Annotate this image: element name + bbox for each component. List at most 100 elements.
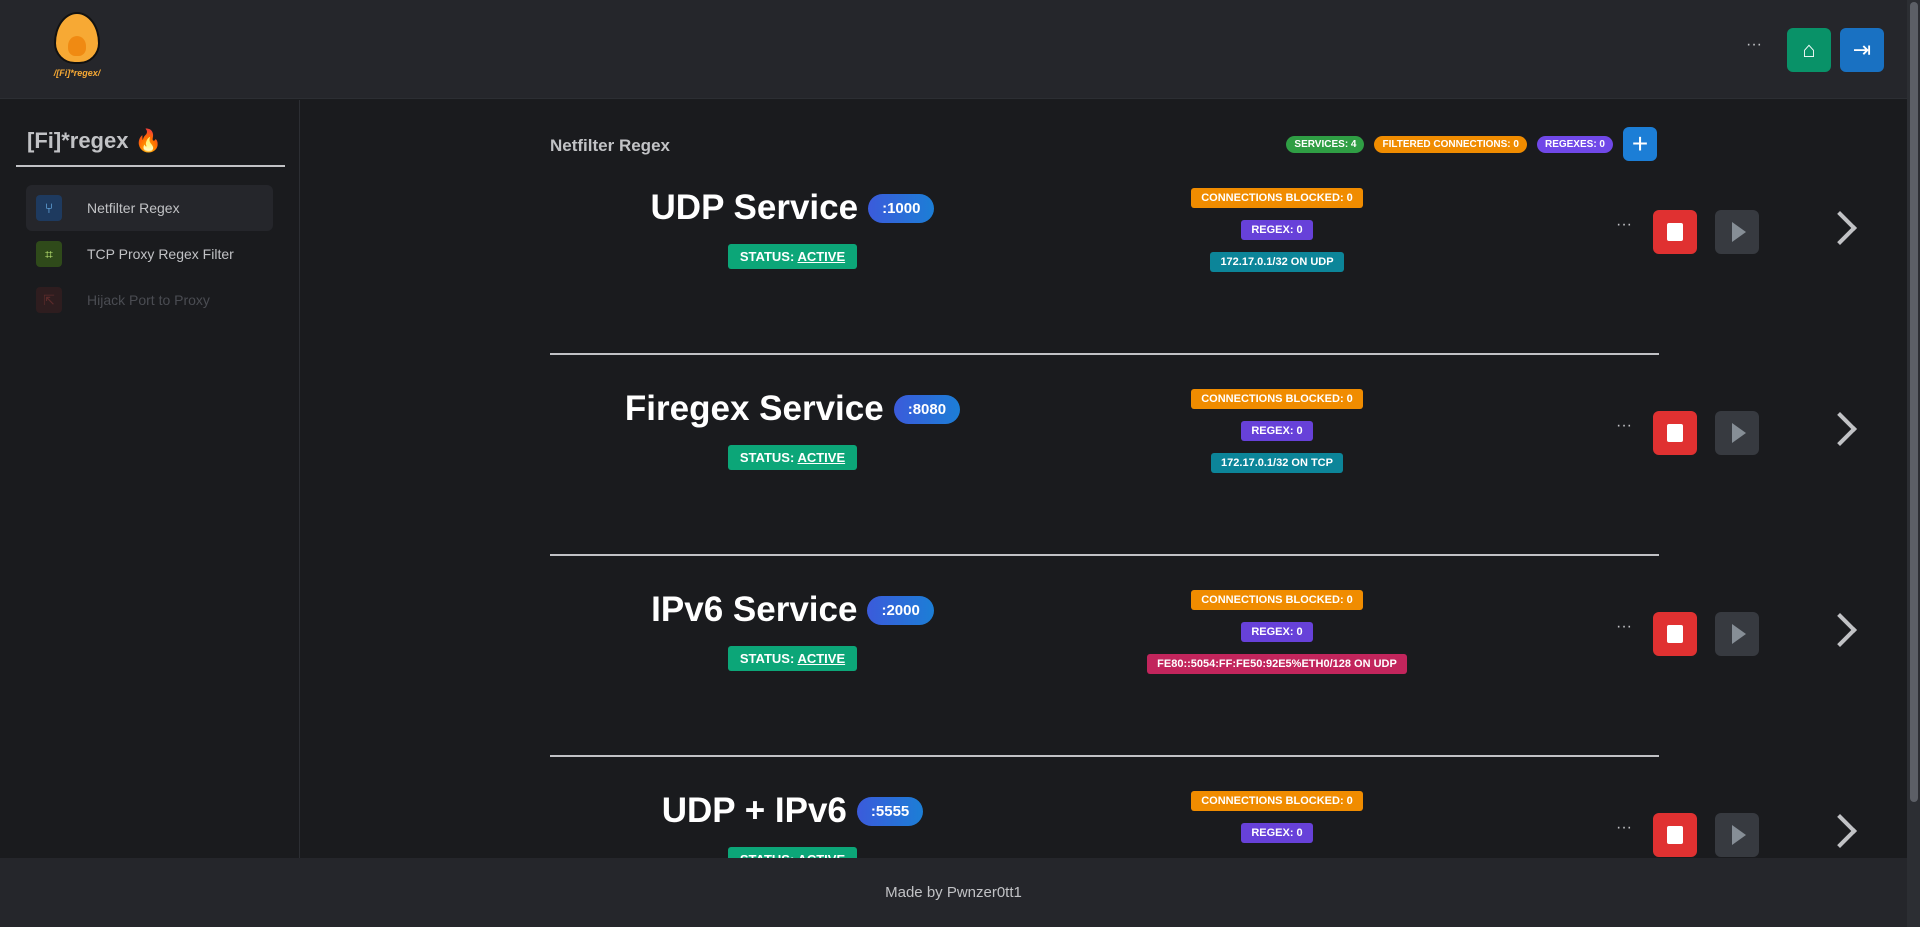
address-badge: 172.17.0.1/32 on UDP — [1210, 252, 1344, 272]
service-name: UDP + IPv6 — [661, 791, 847, 830]
status-label: STATUS: — [739, 450, 795, 465]
sidebar-item-label: TCP Proxy Regex Filter — [87, 246, 234, 262]
service-menu-button[interactable]: ··· — [1616, 618, 1632, 635]
sidebar-item-netfilter-regex[interactable]: ⑂ Netfilter Regex — [26, 185, 273, 231]
chevron-right-icon[interactable] — [1823, 211, 1857, 245]
port-badge: :5555 — [856, 796, 924, 826]
fire-icon: 🔥 — [134, 128, 163, 153]
play-icon — [1732, 825, 1746, 845]
service-name-block: UDP Service :1000 STATUS: ACTIVE — [550, 188, 1035, 269]
status-value: ACTIVE — [797, 852, 845, 858]
sidebar-divider — [16, 165, 285, 167]
chevron-right-icon[interactable] — [1823, 613, 1857, 647]
service-name-block: UDP + IPv6 :5555 STATUS: ACTIVE — [550, 791, 1035, 858]
regex-count-badge: Regex: 0 — [1241, 823, 1313, 843]
service-name-block: Firegex Service :8080 STATUS: ACTIVE — [550, 389, 1035, 470]
chevron-right-icon[interactable] — [1823, 412, 1857, 446]
service-stats: Connections Blocked: 0 Regex: 0 — [1127, 791, 1427, 843]
service-name: Firegex Service — [624, 389, 884, 428]
service-stats: Connections Blocked: 0 Regex: 0 172.17.0… — [1127, 389, 1427, 473]
service-menu-button[interactable]: ··· — [1616, 417, 1632, 434]
start-button[interactable] — [1715, 210, 1759, 254]
logout-icon: ⇥ — [1852, 37, 1872, 62]
service-menu-button[interactable]: ··· — [1616, 216, 1632, 233]
home-icon: ⌂ — [1802, 37, 1816, 62]
start-button[interactable] — [1715, 813, 1759, 857]
service-name: UDP Service — [650, 188, 859, 227]
service-stats: Connections Blocked: 0 Regex: 0 fe80::50… — [1127, 590, 1427, 674]
port-badge: :8080 — [893, 394, 961, 424]
regex-count-badge: Regex: 0 — [1241, 421, 1313, 441]
fork-icon: ⑂ — [36, 195, 62, 221]
row-divider — [550, 353, 1659, 355]
connections-blocked-badge: Connections Blocked: 0 — [1191, 791, 1363, 811]
chevron-right-icon[interactable] — [1823, 814, 1857, 848]
status-badge: STATUS: ACTIVE — [727, 847, 858, 858]
status-badge: STATUS: ACTIVE — [727, 445, 858, 470]
sidebar-title: [Fi]*regex 🔥 — [27, 128, 162, 154]
main-content: Netfilter Regex Services: 4 Filtered Con… — [301, 100, 1907, 858]
sidebar-item-label: Hijack Port to Proxy — [87, 292, 210, 308]
status-label: STATUS: — [740, 852, 794, 858]
port-badge: :1000 — [868, 193, 935, 223]
row-divider — [550, 554, 1659, 556]
home-button[interactable]: ⌂ — [1787, 28, 1831, 72]
stop-button[interactable] — [1653, 210, 1697, 254]
service-menu-button[interactable]: ··· — [1616, 819, 1632, 836]
start-button[interactable] — [1715, 411, 1759, 455]
status-badge: STATUS: ACTIVE — [727, 244, 858, 269]
status-value: ACTIVE — [797, 450, 846, 465]
play-icon — [1732, 222, 1746, 242]
stop-icon — [1667, 826, 1683, 844]
status-value: ACTIVE — [797, 651, 846, 666]
footer-text: Made by Pwnzer0tt1 — [885, 884, 1022, 901]
more-menu-button[interactable]: ··· — [1746, 36, 1762, 53]
service-row[interactable]: UDP Service :1000 STATUS: ACTIVE Connect… — [550, 154, 1857, 355]
sidebar-title-text: [Fi]*regex — [27, 128, 129, 153]
footer: Made by Pwnzer0tt1 — [0, 858, 1907, 927]
status-badge: STATUS: ACTIVE — [727, 646, 858, 671]
status-label: STATUS: — [739, 249, 795, 264]
flame-logo-icon — [54, 12, 100, 64]
top-header: /[Fi]*regex/ ··· ⌂ ⇥ — [0, 0, 1907, 99]
stop-icon — [1667, 424, 1683, 442]
stop-button[interactable] — [1653, 612, 1697, 656]
service-row[interactable]: UDP + IPv6 :5555 STATUS: ACTIVE Connecti… — [550, 757, 1857, 858]
address-badge: 172.17.0.1/32 on TCP — [1211, 453, 1343, 473]
stop-button[interactable] — [1653, 411, 1697, 455]
address-badge: fe80::5054:ff:fe50:92e5%eth0/128 on UDP — [1147, 654, 1407, 674]
port-badge: :2000 — [867, 595, 934, 625]
crop-icon: ⌗ — [36, 241, 62, 267]
filtered-connections-badge: Filtered Connections: 0 — [1374, 135, 1527, 153]
scrollbar-thumb[interactable] — [1910, 2, 1918, 802]
service-row[interactable]: IPv6 Service :2000 STATUS: ACTIVE Connec… — [550, 556, 1857, 757]
play-icon — [1732, 624, 1746, 644]
regex-count-badge: Regex: 0 — [1241, 220, 1313, 240]
scrollbar[interactable] — [1907, 0, 1920, 927]
stop-button[interactable] — [1653, 813, 1697, 857]
connections-blocked-badge: Connections Blocked: 0 — [1191, 188, 1363, 208]
regex-count-badge: Regex: 0 — [1241, 622, 1313, 642]
row-divider — [550, 755, 1659, 757]
sidebar-item-hijack-port[interactable]: ⇱ Hijack Port to Proxy — [26, 277, 273, 323]
service-row[interactable]: Firegex Service :8080 STATUS: ACTIVE Con… — [550, 355, 1857, 556]
stop-icon — [1667, 625, 1683, 643]
connections-blocked-badge: Connections Blocked: 0 — [1191, 389, 1363, 409]
connections-blocked-badge: Connections Blocked: 0 — [1191, 590, 1363, 610]
service-name: IPv6 Service — [651, 590, 858, 629]
page-title: Netfilter Regex — [550, 136, 670, 155]
status-value: ACTIVE — [797, 249, 846, 264]
split-arrow-icon: ⇱ — [36, 287, 62, 313]
service-stats: Connections Blocked: 0 Regex: 0 172.17.0… — [1127, 188, 1427, 272]
logout-button[interactable]: ⇥ — [1840, 28, 1884, 72]
status-label: STATUS: — [739, 651, 795, 666]
play-icon — [1732, 423, 1746, 443]
sidebar-item-label: Netfilter Regex — [87, 200, 180, 216]
service-name-block: IPv6 Service :2000 STATUS: ACTIVE — [550, 590, 1035, 671]
logo[interactable]: /[Fi]*regex/ — [42, 12, 112, 86]
start-button[interactable] — [1715, 612, 1759, 656]
regexes-count-badge: Regexes: 0 — [1536, 135, 1613, 153]
logo-text: /[Fi]*regex/ — [53, 68, 101, 78]
add-service-button[interactable]: + — [1623, 127, 1657, 161]
sidebar-item-tcp-proxy[interactable]: ⌗ TCP Proxy Regex Filter — [26, 231, 273, 277]
